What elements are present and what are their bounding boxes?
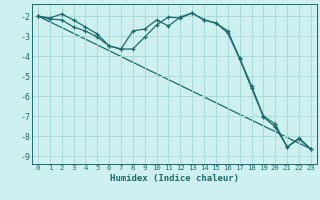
X-axis label: Humidex (Indice chaleur): Humidex (Indice chaleur)	[110, 174, 239, 183]
